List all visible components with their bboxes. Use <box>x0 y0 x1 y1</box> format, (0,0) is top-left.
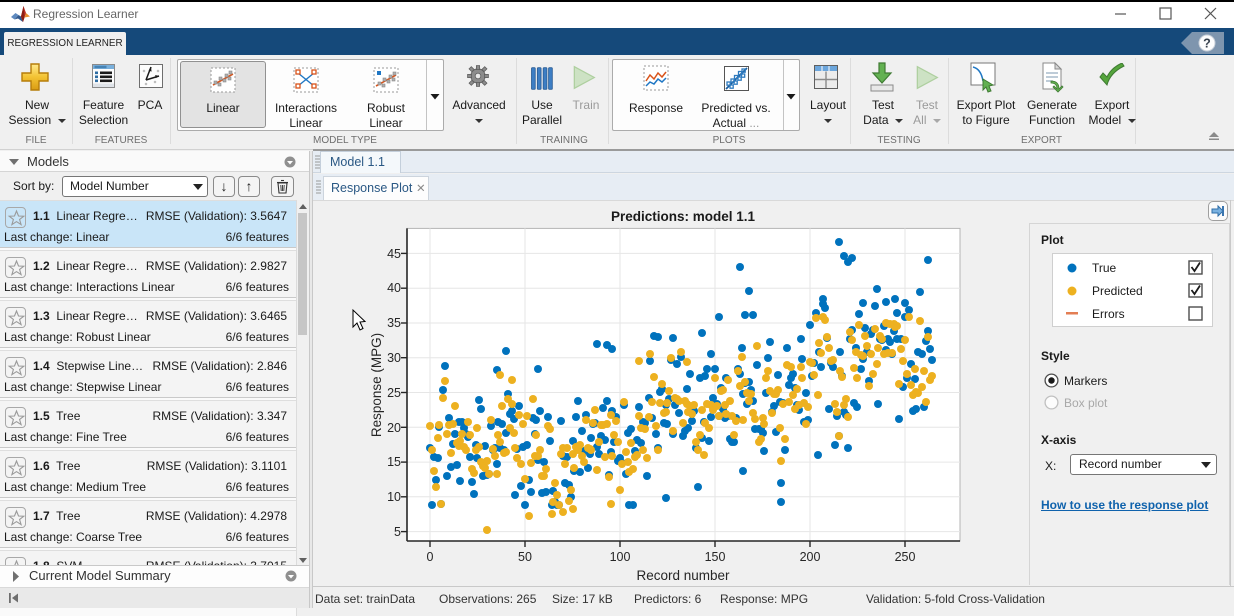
svg-text:20: 20 <box>387 421 401 435</box>
svg-text:25: 25 <box>387 386 401 400</box>
svg-text:10: 10 <box>387 490 401 504</box>
svg-text:100: 100 <box>610 550 631 564</box>
svg-text:200: 200 <box>800 550 821 564</box>
svg-text:Record number: Record number <box>636 568 730 583</box>
svg-text:150: 150 <box>705 550 726 564</box>
svg-text:35: 35 <box>387 316 401 330</box>
svg-text:45: 45 <box>387 247 401 261</box>
svg-text:0: 0 <box>427 550 434 564</box>
svg-text:40: 40 <box>387 281 401 295</box>
svg-text:250: 250 <box>895 550 916 564</box>
svg-text:5: 5 <box>394 525 401 539</box>
svg-text:15: 15 <box>387 455 401 469</box>
svg-text:Response (MPG): Response (MPG) <box>369 333 384 437</box>
svg-text:?: ? <box>1203 37 1211 51</box>
svg-text:50: 50 <box>518 550 532 564</box>
svg-text:30: 30 <box>387 351 401 365</box>
